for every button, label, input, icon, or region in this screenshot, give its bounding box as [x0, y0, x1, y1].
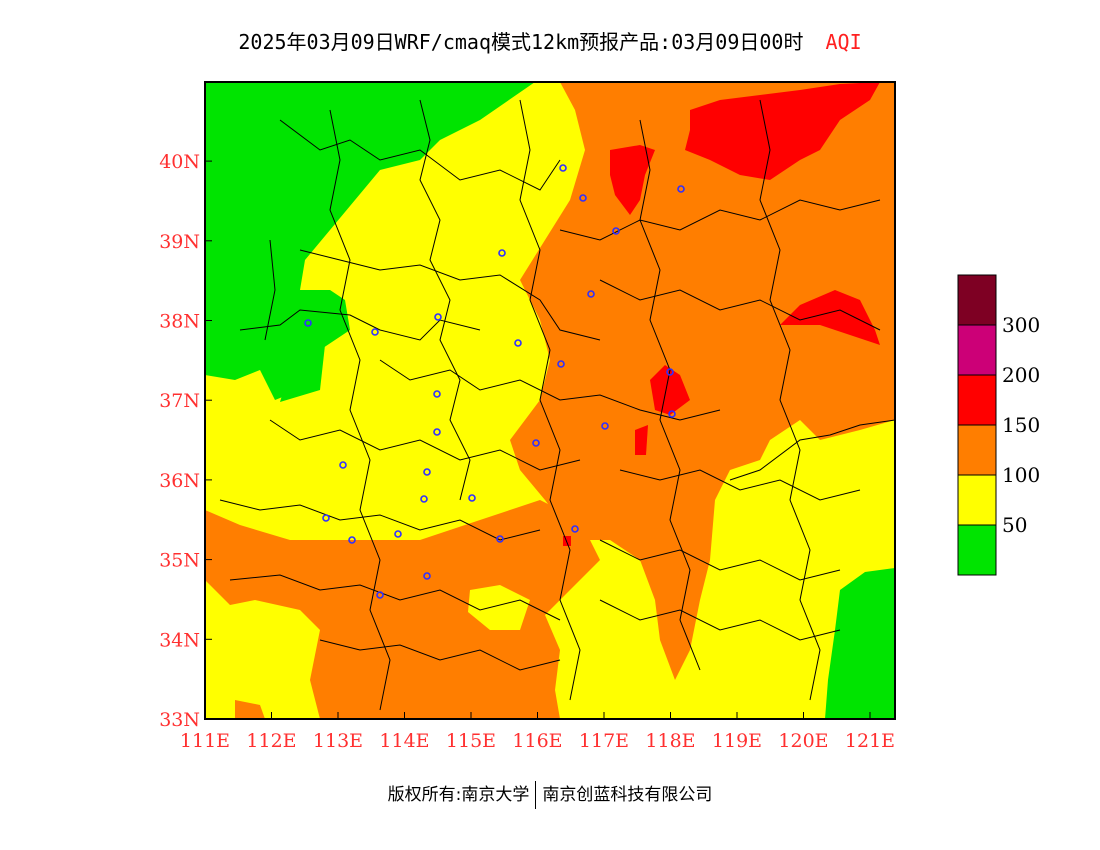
city-marker	[666, 368, 674, 376]
lat-label: 40N	[159, 151, 200, 173]
legend-swatch	[957, 474, 997, 526]
lon-label: 121E	[845, 730, 895, 752]
lon-label: 120E	[778, 730, 828, 752]
city-marker	[433, 428, 441, 436]
lon-label: 117E	[579, 730, 629, 752]
city-marker	[496, 535, 504, 543]
aqi-region-red-center	[650, 365, 690, 415]
city-marker	[376, 591, 384, 599]
legend-swatch	[957, 424, 997, 476]
city-marker	[322, 514, 330, 522]
city-marker	[498, 249, 506, 257]
longitude-labels: 111E 112E 113E 114E 115E 116E 117E 118E 119E 120E…	[180, 730, 895, 752]
aqi-region-green-patch-2	[280, 345, 325, 402]
lat-label: 33N	[159, 709, 200, 731]
legend-label: 100	[1002, 463, 1040, 487]
aqi-region-green-patch-1	[335, 130, 385, 195]
latitude-labels: 33N 34N 35N 36N 37N 38N 39N 40N	[159, 151, 200, 731]
color-legend: 50 100 150 200 300	[957, 274, 1040, 576]
lon-label: 111E	[180, 730, 230, 752]
lat-label: 39N	[159, 231, 200, 253]
city-marker	[579, 194, 587, 202]
aqi-region-red-east	[780, 290, 880, 345]
city-marker	[339, 461, 347, 469]
city-marker	[601, 422, 609, 430]
legend-label: 50	[1002, 513, 1027, 537]
map-title: 2025年03月09日WRF/cmaq模式12km预报产品:03月09日00时 …	[0, 26, 1100, 55]
city-marker	[433, 390, 441, 398]
axis-ticks	[204, 160, 871, 720]
legend-swatch	[957, 274, 997, 326]
title-main: 2025年03月09日WRF/cmaq模式12km预报产品:03月09日00时	[238, 30, 804, 54]
aqi-region-green-se	[825, 568, 895, 719]
aqi-region-green-west	[205, 82, 535, 400]
lon-label: 112E	[246, 730, 296, 752]
legend-swatch	[957, 324, 997, 376]
lat-label: 34N	[159, 629, 200, 651]
city-marker	[612, 227, 620, 235]
lat-label: 38N	[159, 311, 200, 333]
city-marker	[571, 525, 579, 533]
city-marker	[468, 494, 476, 502]
city-marker	[304, 319, 312, 327]
aqi-region-red-small-1	[635, 425, 648, 455]
city-marker	[677, 185, 685, 193]
lon-label: 115E	[446, 730, 496, 752]
city-marker	[371, 328, 379, 336]
legend-label: 200	[1002, 363, 1040, 387]
lon-label: 113E	[313, 730, 363, 752]
aqi-region-orange-south	[205, 500, 600, 719]
footer-divider	[535, 781, 537, 809]
legend-swatch	[957, 374, 997, 426]
legend-swatch	[957, 524, 997, 576]
title-product: AQI	[825, 30, 862, 54]
admin-boundaries	[219, 99, 895, 711]
city-marker	[420, 495, 428, 503]
city-marker	[532, 439, 540, 447]
footer-right: 南京创蓝科技有限公司	[542, 785, 713, 805]
city-marker	[423, 468, 431, 476]
lat-label: 36N	[159, 470, 200, 492]
aqi-field	[205, 82, 895, 719]
city-marker	[557, 360, 565, 368]
lon-label: 118E	[645, 730, 695, 752]
aqi-region-red-nw	[610, 145, 655, 215]
city-marker	[514, 339, 522, 347]
lon-label: 119E	[712, 730, 762, 752]
copyright-footer: 版权所有:南京大学 南京创蓝科技有限公司	[0, 780, 1100, 809]
aqi-region-orange-east	[510, 82, 895, 680]
city-marker	[668, 410, 676, 418]
city-markers	[304, 164, 685, 599]
lon-label: 114E	[379, 730, 429, 752]
legend-label: 150	[1002, 413, 1040, 437]
lat-label: 35N	[159, 550, 200, 572]
city-marker	[587, 290, 595, 298]
city-marker	[423, 572, 431, 580]
aqi-region-red-small-2	[563, 536, 571, 546]
city-marker	[348, 536, 356, 544]
city-marker	[434, 313, 442, 321]
aqi-region-orange-patch-se	[235, 700, 265, 719]
legend-label: 300	[1002, 313, 1040, 337]
aqi-region-red-north	[685, 82, 880, 180]
lat-label: 37N	[159, 390, 200, 412]
city-marker	[394, 530, 402, 538]
city-marker	[559, 164, 567, 172]
lon-label: 116E	[512, 730, 562, 752]
footer-left: 版权所有:南京大学	[387, 785, 530, 805]
aqi-region-yellow-inset	[468, 585, 530, 630]
